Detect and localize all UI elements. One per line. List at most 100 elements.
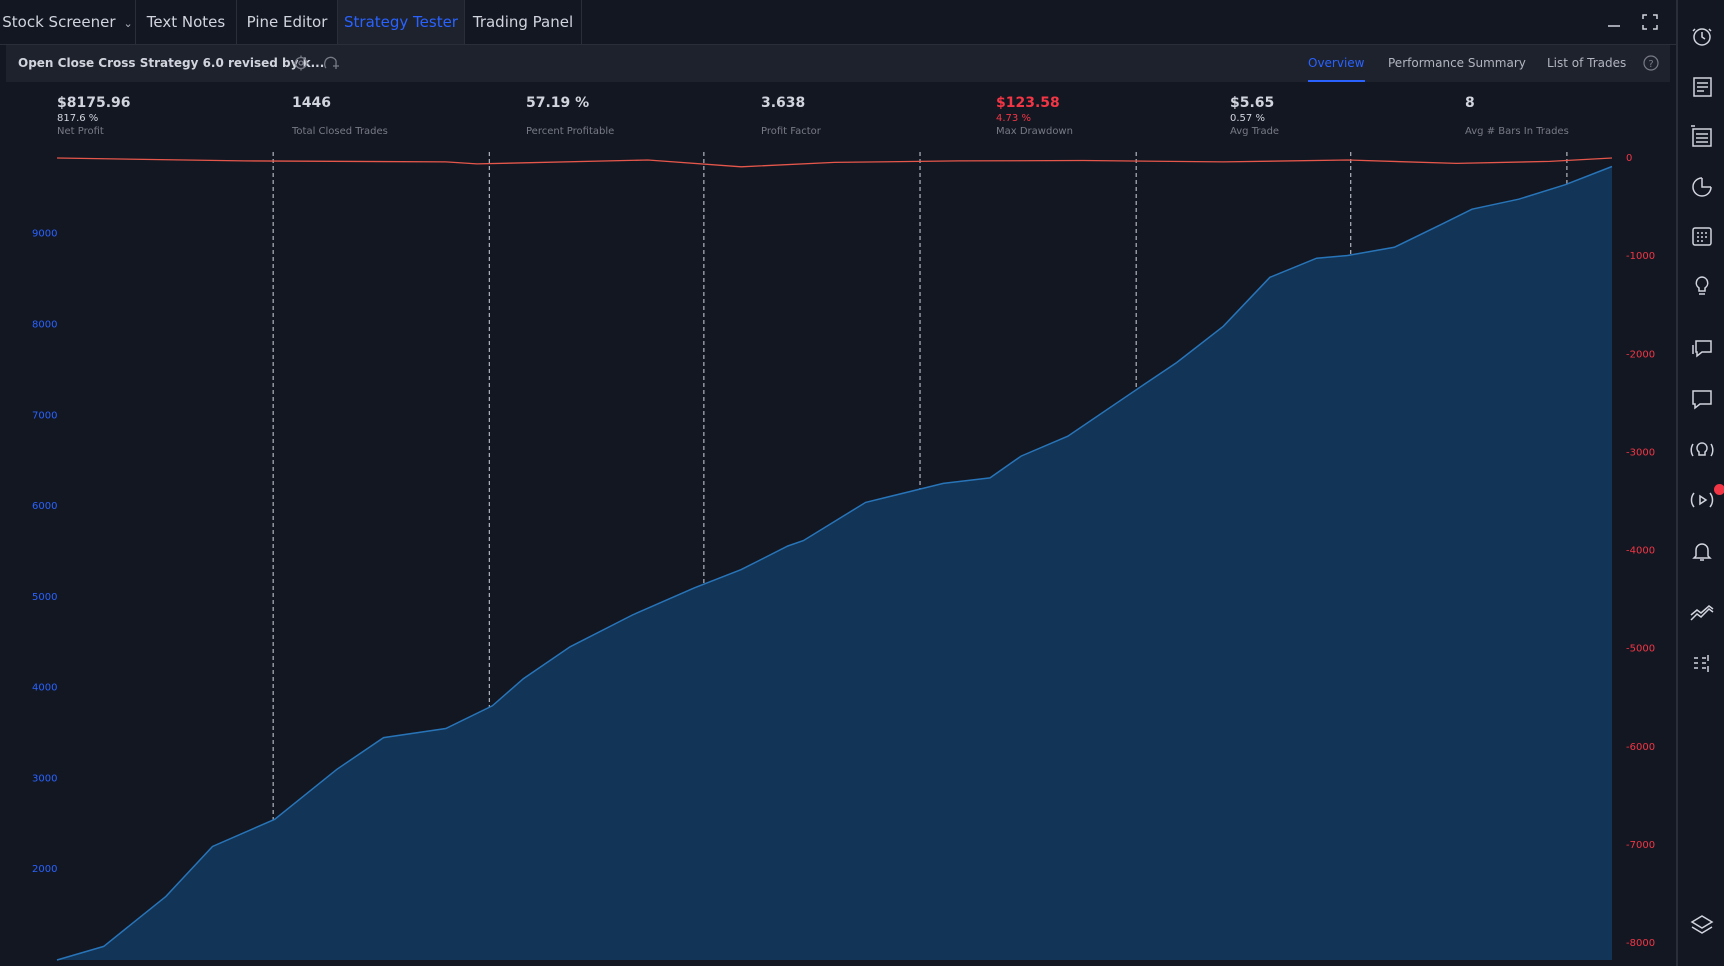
- streams-button[interactable]: [1688, 486, 1716, 514]
- trading-icon: [1690, 605, 1714, 621]
- bottom-panel-tab-bar: Stock Screener ⌄ Text Notes Pine Editor S…: [0, 0, 1676, 45]
- equity-area: [57, 166, 1612, 960]
- help-icon: ?: [1643, 55, 1659, 71]
- equity-line: [56, 165, 1613, 961]
- stat-avg-bars-in-trades: 8 Avg # Bars In Trades: [1465, 94, 1685, 138]
- stat-max-drawdown: $123.58 4.73 % Max Drawdown: [996, 94, 1216, 138]
- net-profit-value: $8175.96: [57, 95, 131, 111]
- equity-chart: 9000 8000 7000 6000 5000 4000 3000 2000 0 -1000 -…: [32, 152, 1655, 961]
- dom-icon: [1694, 655, 1709, 672]
- right-toolbar: [1676, 0, 1724, 966]
- alarm-clock-button[interactable]: [1688, 22, 1716, 50]
- right-axis-tick-label: 0: [1626, 153, 1632, 164]
- chats-icon: [1692, 340, 1712, 358]
- right-axis-tick-label: -3000: [1626, 447, 1655, 458]
- tab-trading-panel-label: Trading Panel: [472, 13, 574, 31]
- layers-icon: [1690, 915, 1714, 934]
- svg-text:?: ?: [1648, 59, 1653, 70]
- news-icon: [1693, 77, 1712, 97]
- tab-pine-editor-label: Pine Editor: [246, 13, 328, 31]
- stat-avg-trade: $5.65 0.57 % Avg Trade: [1230, 94, 1450, 138]
- left-axis-tick-label: 9000: [32, 229, 57, 240]
- right-axis-tick-label: -2000: [1626, 349, 1655, 360]
- left-axis-tick-label: 3000: [32, 773, 57, 784]
- tab-stock-screener-label: Stock Screener: [2, 13, 116, 31]
- ideas-button[interactable]: [1688, 272, 1716, 300]
- dom-button[interactable]: [1688, 650, 1716, 678]
- tab-pine-editor[interactable]: Pine Editor: [237, 0, 338, 44]
- stat-profit-factor: 3.638 Profit Factor: [761, 94, 981, 138]
- strategy-name[interactable]: Open Close Cross Strategy 6.0 revised by…: [18, 56, 325, 70]
- tab-list-of-trades[interactable]: List of Trades: [1547, 56, 1627, 70]
- right-axis-tick-label: -7000: [1626, 840, 1655, 851]
- total-closed-trades-value: 1446: [292, 95, 331, 111]
- right-axis-tick-label: -4000: [1626, 546, 1655, 557]
- streams-icon: [1690, 492, 1714, 508]
- avg-bars-label: Avg # Bars In Trades: [1465, 126, 1569, 137]
- notification-dot: [1714, 484, 1724, 495]
- ideas-stream-icon: [1690, 442, 1714, 457]
- stat-net-profit: $8175.96 817.6 % Net Profit: [57, 94, 277, 138]
- right-axis-tick-label: -1000: [1626, 251, 1655, 262]
- layers-button[interactable]: [1688, 912, 1716, 940]
- avg-trade-value: $5.65: [1230, 95, 1275, 111]
- fullscreen-icon: [1642, 14, 1658, 30]
- left-axis-tick-label: 7000: [32, 410, 57, 421]
- left-axis-tick-label: 6000: [32, 501, 57, 512]
- left-axis-tick-label: 4000: [32, 683, 57, 694]
- drawdown-line: [56, 157, 1613, 168]
- tab-strategy-tester[interactable]: Strategy Tester: [338, 0, 465, 44]
- ideas-icon: [1695, 276, 1709, 295]
- tab-text-notes-label: Text Notes: [146, 13, 226, 31]
- minimize-panel-button[interactable]: [1602, 10, 1626, 34]
- avg-trade-label: Avg Trade: [1230, 126, 1280, 137]
- watchlist-icon: [1691, 125, 1712, 147]
- trading-button[interactable]: [1688, 600, 1716, 628]
- stat-total-closed-trades: 1446 Total Closed Trades: [292, 94, 512, 138]
- calendar-icon: [1692, 227, 1712, 246]
- minimize-icon: [1608, 25, 1620, 27]
- calendar-button[interactable]: [1688, 222, 1716, 250]
- hotlist-button[interactable]: [1688, 173, 1716, 201]
- percent-profitable-label: Percent Profitable: [526, 126, 615, 137]
- chats-button[interactable]: [1688, 335, 1716, 363]
- messages-icon: [1692, 390, 1712, 410]
- strategy-properties-button[interactable]: [322, 54, 340, 72]
- tab-text-notes[interactable]: Text Notes: [136, 0, 237, 44]
- strategy-settings-button[interactable]: [292, 54, 310, 72]
- maximize-panel-button[interactable]: [1638, 10, 1662, 34]
- tab-strategy-tester-label: Strategy Tester: [344, 13, 458, 31]
- alerts-button[interactable]: [1688, 537, 1716, 565]
- total-closed-trades-label: Total Closed Trades: [292, 126, 388, 137]
- right-axis-tick-label: -6000: [1626, 742, 1655, 753]
- strategy-header: Open Close Cross Strategy 6.0 revised by…: [6, 45, 1670, 82]
- left-axis-tick-label: 2000: [32, 864, 57, 875]
- messages-button[interactable]: [1688, 385, 1716, 413]
- help-button[interactable]: ?: [1642, 54, 1660, 72]
- net-profit-label: Net Profit: [57, 126, 104, 137]
- tab-stock-screener[interactable]: Stock Screener ⌄: [0, 0, 136, 44]
- tab-overview[interactable]: Overview: [1308, 45, 1365, 82]
- gear-icon: [293, 55, 309, 71]
- right-axis-tick-label: -8000: [1626, 938, 1655, 949]
- watchlist-button[interactable]: [1688, 123, 1716, 151]
- avg-bars-value: 8: [1465, 95, 1475, 111]
- tab-performance-summary[interactable]: Performance Summary: [1388, 56, 1526, 70]
- stat-percent-profitable: 57.19 % Percent Profitable: [526, 94, 746, 138]
- news-button[interactable]: [1688, 73, 1716, 101]
- left-axis-tick-label: 8000: [32, 319, 57, 330]
- alerts-bell-icon: [1692, 543, 1712, 561]
- properties-icon: [324, 56, 339, 69]
- profit-factor-label: Profit Factor: [761, 126, 821, 137]
- ideas-stream-button[interactable]: [1688, 436, 1716, 464]
- alarm-clock-icon: [1692, 28, 1712, 46]
- hotlist-icon: [1692, 177, 1712, 197]
- avg-trade-percent: 0.57 %: [1230, 113, 1265, 124]
- profit-factor-value: 3.638: [761, 95, 806, 111]
- chevron-down-icon[interactable]: ⌄: [123, 17, 133, 30]
- tab-trading-panel[interactable]: Trading Panel: [465, 0, 582, 44]
- left-axis-tick-label: 5000: [32, 592, 57, 603]
- net-profit-percent: 817.6 %: [57, 113, 99, 124]
- max-drawdown-label: Max Drawdown: [996, 126, 1073, 137]
